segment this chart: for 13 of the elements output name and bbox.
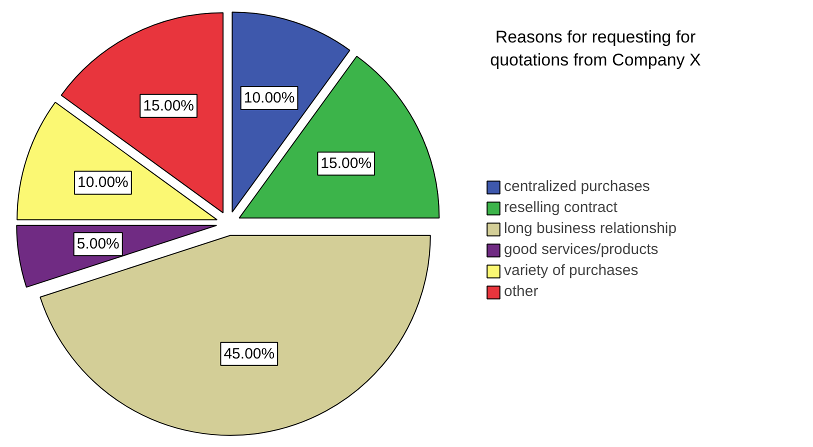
data-label: 45.00% [224,345,275,362]
data-label: 15.00% [143,97,194,114]
legend-title: Reasons for requesting for quotations from Company X [490,28,701,70]
legend-label: centralized purchases [504,178,650,195]
legend-label: other [504,283,538,300]
data-label: 5.00% [76,236,120,253]
legend-label: long business relationship [504,220,677,237]
legend-label: good services/products [504,241,658,258]
data-label: 10.00% [78,174,128,192]
data-label: 10.00% [244,89,295,106]
legend-label: reselling contract [504,199,618,216]
legend-label: variety of purchases [504,262,638,279]
data-label: 15.00% [320,155,372,172]
